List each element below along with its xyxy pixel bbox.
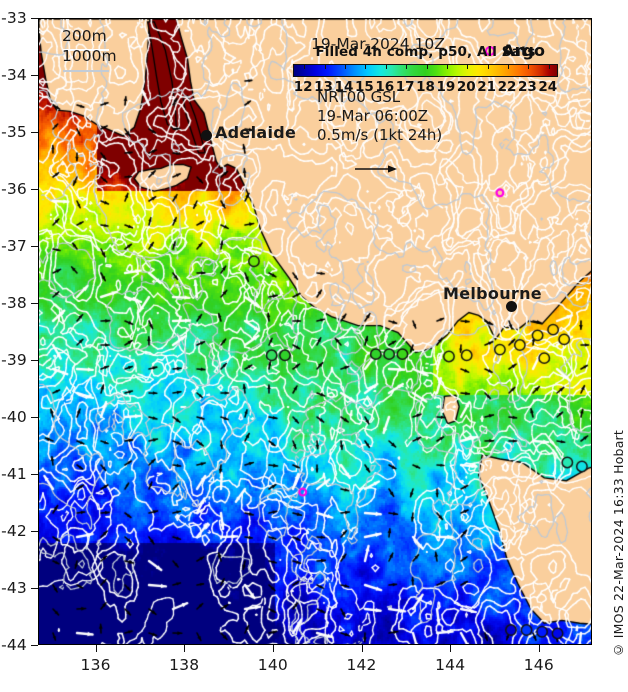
x-tick (95, 645, 97, 652)
colorbar-ticks (294, 65, 557, 78)
colorbar-tick-label: 18 (416, 79, 435, 95)
y-tick (31, 303, 38, 304)
colorbar-tick-label: 23 (518, 79, 537, 95)
product-line-3: 0.5m/s (1kt 24h) (317, 126, 443, 144)
colorbar-gradient (293, 64, 558, 77)
legend-label-argo: Argo (502, 41, 545, 60)
x-tick-label: 136 (80, 656, 111, 674)
product-line-2: 19-Mar 06:00Z (317, 107, 429, 125)
colorbar: Filled 4h comp, p50, All Sats 12 13 14 15 16… (293, 44, 558, 95)
map-overlay-layer (39, 19, 591, 644)
colorbar-tick (528, 65, 530, 69)
city-dot-adelaide (201, 130, 212, 141)
bathy-swatch-1000m (63, 70, 109, 72)
city-label-adelaide: Adelaide (215, 123, 297, 142)
y-tick-label: -37 (1, 237, 27, 255)
colorbar-tick (548, 65, 550, 69)
y-tick-label: -41 (1, 465, 27, 483)
y-tick (31, 474, 38, 475)
y-tick (31, 645, 38, 646)
velocity-scale-arrow-icon (355, 165, 397, 173)
colorbar-tick-label: 21 (477, 79, 497, 95)
colorbar-tick (304, 65, 306, 69)
colorbar-tick-labels: 12 13 14 15 16 17 18 19 20 21 22 23 24 (293, 79, 558, 95)
colorbar-title: Filled 4h comp, p50, All Sats (315, 44, 536, 60)
colorbar-tick-label: 14 (334, 79, 354, 95)
y-tick-label: -36 (1, 180, 27, 198)
colorbar-tick (385, 65, 387, 69)
y-tick-label: -34 (1, 66, 27, 84)
y-tick (31, 531, 38, 532)
y-tick (31, 132, 38, 133)
x-tick (272, 645, 274, 652)
y-tick (31, 588, 38, 589)
y-tick-label: -33 (1, 9, 27, 27)
colorbar-tick (426, 65, 428, 69)
y-tick (31, 18, 38, 19)
colorbar-tick-label: 16 (375, 79, 395, 95)
y-tick-label: -39 (1, 351, 27, 369)
argo-marker-icon (485, 45, 496, 56)
y-tick-label: -44 (1, 636, 27, 654)
credit-text: © IMOS 22-Mar-2024 16:33 Hobart (611, 430, 626, 658)
colorbar-tick-label: 19 (436, 79, 456, 95)
colorbar-tick (508, 65, 510, 69)
bathy-label-200m: 200m (62, 27, 107, 45)
colorbar-tick-label: 22 (497, 79, 517, 95)
colorbar-tick (365, 65, 367, 69)
legend-row-argo: Argo (485, 41, 545, 60)
x-tick-label: 138 (169, 656, 200, 674)
colorbar-tick (487, 65, 489, 69)
product-line-1: NRT00 GSL (317, 88, 401, 106)
y-tick (31, 246, 38, 247)
city-dot-melbourne (506, 301, 517, 312)
y-tick-label: -43 (1, 579, 27, 597)
bathy-label-1000m: 1000m (62, 47, 117, 65)
colorbar-tick-label: 12 (293, 79, 313, 95)
colorbar-tick (324, 65, 326, 69)
colorbar-tick-label: 24 (538, 79, 558, 95)
colorbar-tick (467, 65, 469, 69)
x-tick (184, 645, 186, 652)
x-tick-label: 146 (523, 656, 554, 674)
x-tick (361, 645, 363, 652)
colorbar-tick (406, 65, 408, 69)
x-tick (450, 645, 452, 652)
datetime-label: 19-Mar-2024 10Z (311, 35, 445, 53)
y-tick (31, 189, 38, 190)
map-plot-area[interactable]: 19-Mar-2024 10Z Argo Ship NRT00 GSL 19-M… (38, 18, 592, 645)
y-tick (31, 75, 38, 76)
colorbar-tick (446, 65, 448, 69)
y-tick-label: -35 (1, 123, 27, 141)
x-tick-label: 140 (257, 656, 288, 674)
x-tick (538, 645, 540, 652)
y-tick-label: -38 (1, 294, 27, 312)
y-tick-label: -40 (1, 408, 27, 426)
bathy-swatch-200m (63, 49, 109, 51)
colorbar-tick-label: 15 (354, 79, 374, 95)
colorbar-tick (344, 65, 346, 69)
colorbar-tick-label: 17 (395, 79, 415, 95)
colorbar-tick-label: 20 (456, 79, 476, 95)
y-tick (31, 417, 38, 418)
x-tick-label: 144 (435, 656, 466, 674)
x-tick-label: 142 (346, 656, 377, 674)
colorbar-tick-label: 13 (314, 79, 333, 95)
y-tick-label: -42 (1, 522, 27, 540)
y-tick (31, 360, 38, 361)
city-label-melbourne: Melbourne (443, 284, 542, 303)
